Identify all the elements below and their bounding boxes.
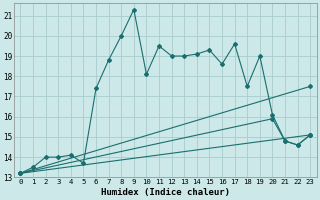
X-axis label: Humidex (Indice chaleur): Humidex (Indice chaleur) [101, 188, 230, 197]
